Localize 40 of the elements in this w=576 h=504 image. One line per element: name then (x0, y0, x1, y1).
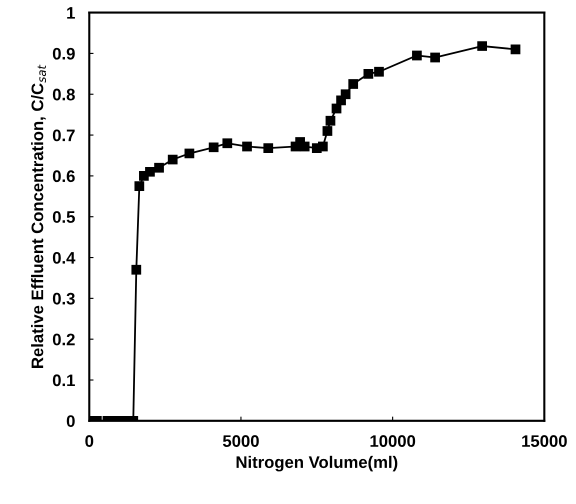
y-axis-title: Relative Effluent Concentration, C/C$_{sat}$ (31, 64, 46, 368)
y-tick-label: 0.9 (52, 48, 75, 60)
point (322, 126, 332, 136)
point (430, 52, 440, 62)
x-tick-label: 5000 (222, 435, 259, 447)
point (263, 143, 274, 153)
point (134, 181, 144, 191)
y-tick-label: 0.5 (52, 211, 75, 223)
point (318, 142, 328, 152)
point (412, 50, 422, 60)
point (340, 89, 350, 100)
point (364, 68, 374, 79)
x-tick-label: 0 (85, 435, 94, 447)
y-tick-label: 1 (67, 7, 75, 19)
y-tick-label: 0.2 (52, 334, 75, 346)
x-axis-title: Nitrogen Volume(ml) (236, 456, 398, 472)
point (477, 41, 487, 51)
point (154, 162, 164, 173)
point (145, 166, 155, 177)
point (208, 142, 219, 152)
x-tick-label: 10000 (370, 435, 416, 447)
point (332, 104, 342, 114)
y-tick-label: 0 (66, 415, 75, 428)
point (348, 79, 358, 89)
point (242, 142, 252, 152)
point (510, 44, 520, 54)
point (326, 116, 336, 126)
y-tick-label: 0.8 (52, 88, 75, 100)
point (374, 66, 384, 77)
point (131, 264, 142, 275)
y-tick-label: 0.7 (52, 129, 75, 142)
y-tick-label: 0.4 (52, 252, 76, 264)
point (168, 154, 178, 164)
y-tick-label: 0.1 (52, 374, 75, 386)
point (222, 138, 232, 148)
y-tick-label: 0.6 (52, 170, 75, 182)
point (184, 148, 194, 158)
y-tick-label: 0.3 (52, 292, 75, 305)
point (300, 142, 310, 152)
x-tick-label: 15000 (522, 435, 567, 447)
